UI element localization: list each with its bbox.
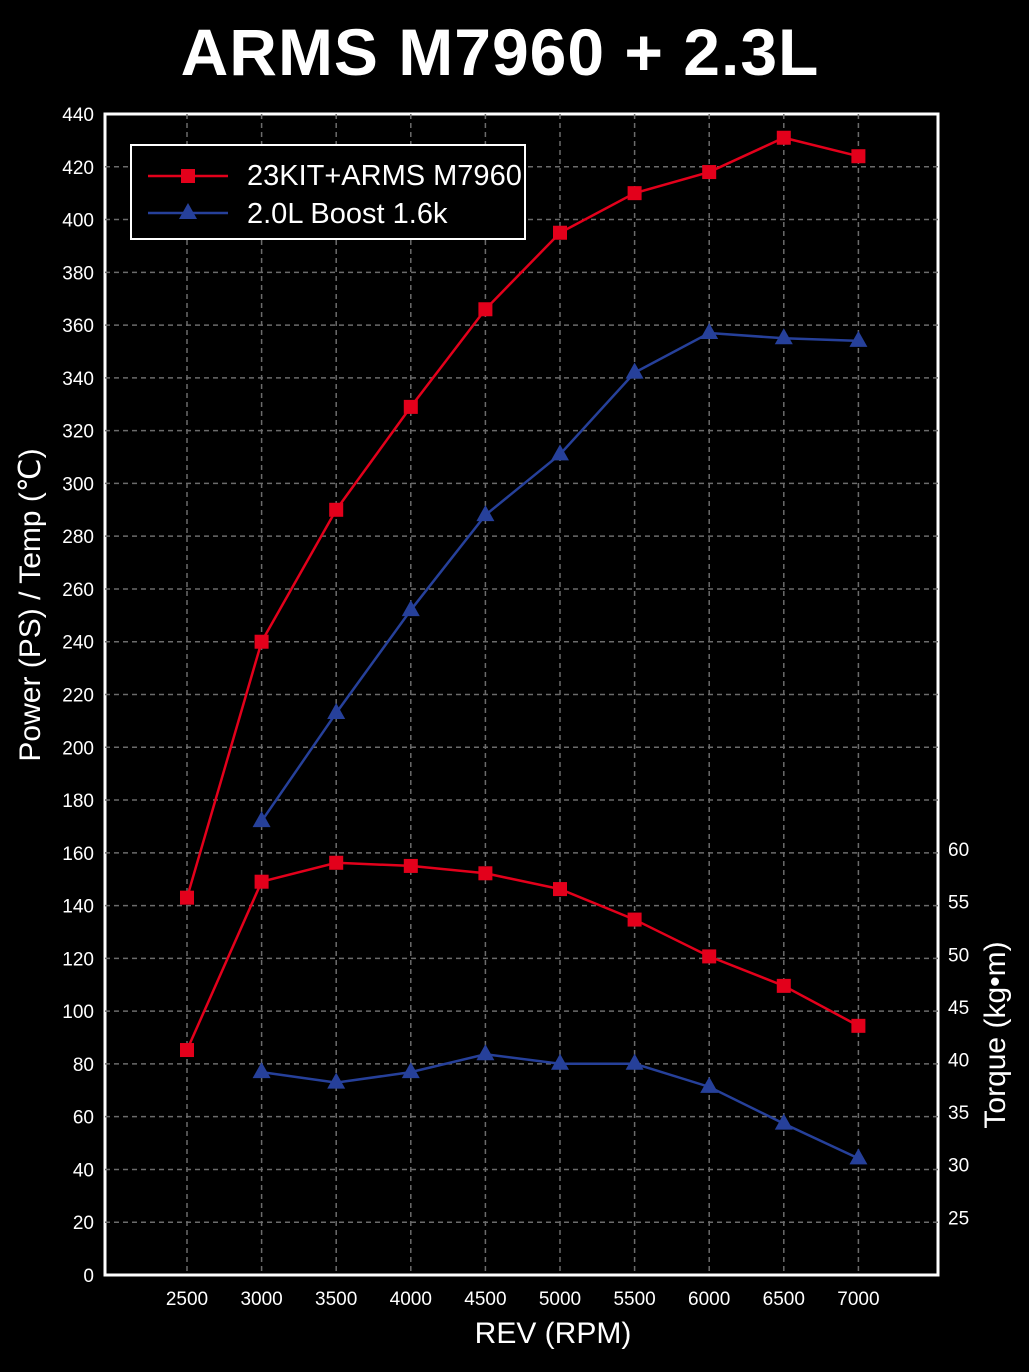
data-point <box>851 149 866 164</box>
x-tick-label: 7000 <box>837 1289 879 1310</box>
x-tick-label: 5500 <box>613 1289 655 1310</box>
y-tick-label: 120 <box>62 949 94 970</box>
y-tick-label: 160 <box>62 844 94 865</box>
y-tick-label: 40 <box>73 1160 94 1181</box>
y-tick-label: 400 <box>62 211 94 232</box>
data-point <box>551 444 569 461</box>
series-line-torque-arms <box>185 861 859 1051</box>
x-tick-label: 3000 <box>240 1289 282 1310</box>
y-axis-label: Power (PS) / Temp (℃) <box>14 448 47 761</box>
data-point <box>553 225 567 240</box>
data-point <box>625 1053 644 1070</box>
y-tick-label: 380 <box>62 263 94 284</box>
y-tick-label: 140 <box>62 897 94 918</box>
y-tick-label: 0 <box>83 1266 94 1287</box>
series-line-power-arms <box>185 136 859 899</box>
x-tick-label: 4500 <box>464 1289 506 1310</box>
x-axis-ticks: 2500 3000 3500 4000 4500 5000 5500 6000 6500 7000 <box>166 1289 880 1310</box>
data-point <box>551 1053 569 1070</box>
data-point <box>180 1043 194 1058</box>
data-point <box>702 949 717 964</box>
legend-box <box>130 144 526 240</box>
y-tick-label: 440 <box>62 105 94 126</box>
gridlines <box>105 114 938 1275</box>
data-point <box>327 1072 346 1089</box>
data-point <box>627 912 642 927</box>
y-tick-label: 420 <box>62 158 94 179</box>
x-axis-label: REV (RPM) <box>475 1317 632 1350</box>
data-point <box>254 634 269 649</box>
legend-label-series-2: 2.0L Boost 1.6k <box>247 198 448 230</box>
data-point <box>478 866 493 881</box>
x-tick-label: 6000 <box>688 1289 730 1310</box>
data-point <box>553 882 567 897</box>
y2-tick-label: 45 <box>948 998 969 1019</box>
data-point <box>776 130 791 145</box>
data-point <box>403 399 418 414</box>
chart-title: ARMS M7960 + 2.3L <box>180 15 820 89</box>
data-point <box>627 186 642 201</box>
y-tick-label: 260 <box>62 580 94 601</box>
data-point <box>327 702 346 719</box>
y-tick-label: 300 <box>62 474 94 495</box>
data-point <box>851 1018 866 1033</box>
x-tick-label: 2500 <box>166 1289 208 1310</box>
series-layer <box>180 130 868 1165</box>
data-point <box>476 1044 495 1061</box>
y-tick-label: 280 <box>62 527 94 548</box>
x-tick-label: 3500 <box>315 1289 357 1310</box>
y2-tick-label: 25 <box>948 1208 969 1229</box>
y2-tick-label: 55 <box>948 893 969 914</box>
data-point <box>774 1113 793 1130</box>
y2-tick-label: 35 <box>948 1103 969 1124</box>
y-tick-label: 240 <box>62 633 94 654</box>
data-point <box>254 874 269 889</box>
data-point <box>401 600 420 617</box>
data-point <box>849 330 868 347</box>
data-point <box>702 165 717 180</box>
x-tick-label: 6500 <box>763 1289 805 1310</box>
y-tick-label: 100 <box>62 1002 94 1023</box>
data-point <box>252 811 271 828</box>
y-tick-label: 320 <box>62 422 94 443</box>
y-tick-label: 200 <box>62 738 94 759</box>
data-point <box>700 1076 719 1093</box>
data-point <box>849 1148 868 1165</box>
data-point <box>329 855 344 870</box>
y-axis-ticks: 0 20 40 60 80 100 120 140 160 180 200 220 240 260 280 3… <box>62 105 94 1287</box>
y-tick-label: 60 <box>73 1108 94 1129</box>
y2-axis-ticks: 25 30 35 40 45 50 55 60 <box>948 840 969 1229</box>
data-point <box>329 502 344 517</box>
x-tick-label: 4000 <box>390 1289 432 1310</box>
y-tick-label: 220 <box>62 686 94 707</box>
data-point <box>180 890 194 905</box>
data-point <box>625 362 644 379</box>
data-point <box>478 302 493 317</box>
legend-marker-series-1 <box>181 169 195 183</box>
y-tick-label: 180 <box>62 791 94 812</box>
data-point <box>252 1062 271 1079</box>
data-point <box>700 323 719 340</box>
y-tick-label: 340 <box>62 369 94 390</box>
y2-tick-label: 50 <box>948 945 969 966</box>
y-tick-label: 80 <box>73 1055 94 1076</box>
data-point <box>774 328 793 345</box>
legend-marker-series-2 <box>179 203 197 219</box>
legend: 23KIT+ARMS M7960 2.0L Boost 1.6k <box>130 144 526 240</box>
y2-axis-label: Torque (kg•m) <box>979 941 1012 1128</box>
data-point <box>403 858 418 873</box>
y2-tick-label: 60 <box>948 840 969 861</box>
y2-tick-label: 40 <box>948 1051 969 1072</box>
legend-label-series-1: 23KIT+ARMS M7960 <box>247 160 522 192</box>
y-tick-label: 20 <box>73 1213 94 1234</box>
y-tick-label: 360 <box>62 316 94 337</box>
x-tick-label: 5000 <box>539 1289 581 1310</box>
data-point <box>401 1062 420 1079</box>
y2-tick-label: 30 <box>948 1156 969 1177</box>
data-point <box>476 505 495 522</box>
data-point <box>776 978 791 993</box>
